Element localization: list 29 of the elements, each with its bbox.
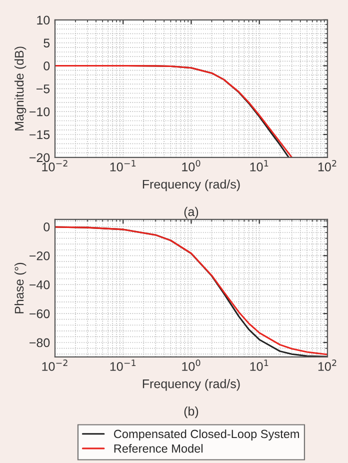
y-tick-label: −80 [30,338,50,348]
y-tick-label: −20 [30,153,50,162]
y-tick-label: 0 [44,62,50,70]
y-axis-title: Magnitude (dB) [14,46,26,130]
x-tick-label: 10$^{0}$ [182,360,200,371]
legend-label: Compensated Closed-Loop System [114,429,299,440]
text: (a) [184,206,198,219]
x-tick-label: 10$^{−1}$ [110,360,136,371]
y-tick-label: −40 [30,280,50,290]
x-axis-title: Frequency (rad/s) [142,379,240,391]
y-tick-label: 5 [44,38,50,48]
y-axis-title: Phase (°) [14,262,26,314]
y-tick-label: −10 [30,107,50,116]
y-tick-label: −15 [30,130,50,140]
x-axis-title: Frequency (rad/s) [142,179,240,192]
x-tick-label: 10$^{−2}$ [42,360,68,371]
legend-label: Reference Model [114,444,203,453]
y-tick-label: −60 [30,309,50,318]
x-tick-label: 10$^{1}$ [250,360,268,371]
text: (b) [184,406,198,418]
x-tick-label: 10$^{0}$ [182,160,200,172]
x-tick-label: 10$^{2}$ [318,360,336,371]
x-tick-label: 10$^{−1}$ [110,160,136,172]
y-tick-label: −20 [30,251,50,260]
y-tick-label: −5 [36,84,50,94]
y-tick-label: 10 [37,16,50,25]
x-tick-label: 10$^{2}$ [318,160,336,172]
x-tick-label: 10$^{1}$ [250,160,268,172]
y-tick-label: 0 [44,222,50,232]
